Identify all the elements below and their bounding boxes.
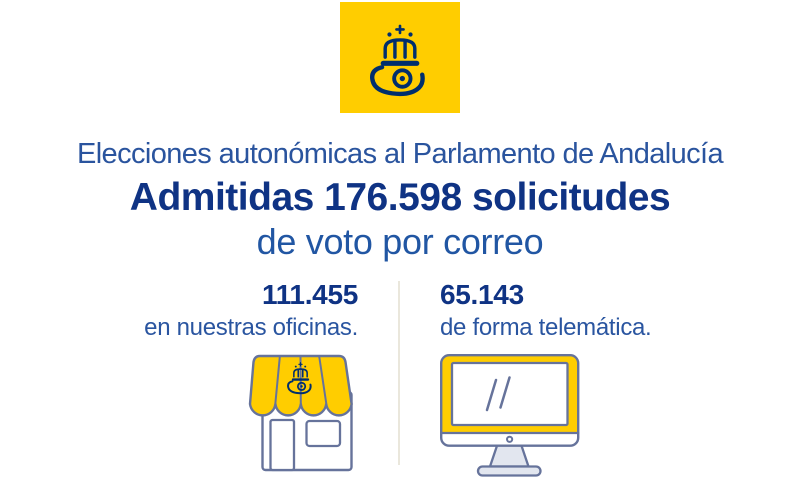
- header-title-light: de voto por correo: [256, 221, 544, 263]
- correos-crown-posthorn-icon: [370, 24, 425, 97]
- stat-offices: 111.455 en nuestras oficinas.: [0, 278, 398, 478]
- computer-monitor-icon: [440, 353, 580, 477]
- stat-online: 65.143 de forma telemática.: [398, 278, 800, 478]
- stat-online-value: 65.143: [440, 278, 524, 310]
- stat-online-label: de forma telemática.: [440, 314, 652, 342]
- stat-offices-icon-wrap: [242, 354, 358, 476]
- stat-offices-value: 111.455: [261, 278, 358, 310]
- stats-section: 111.455 en nuestras oficinas.: [0, 278, 800, 478]
- post-office-storefront-icon: [248, 354, 353, 471]
- header-subtitle: Elecciones autonómicas al Parlamento de …: [76, 138, 724, 170]
- stat-offices-label: en nuestras oficinas.: [144, 314, 358, 342]
- header-title-bold: Admitidas 176.598 solicitudes: [129, 176, 671, 220]
- stat-online-icon-wrap: [440, 353, 580, 478]
- correos-logo: [340, 2, 460, 113]
- column-divider: [398, 280, 400, 465]
